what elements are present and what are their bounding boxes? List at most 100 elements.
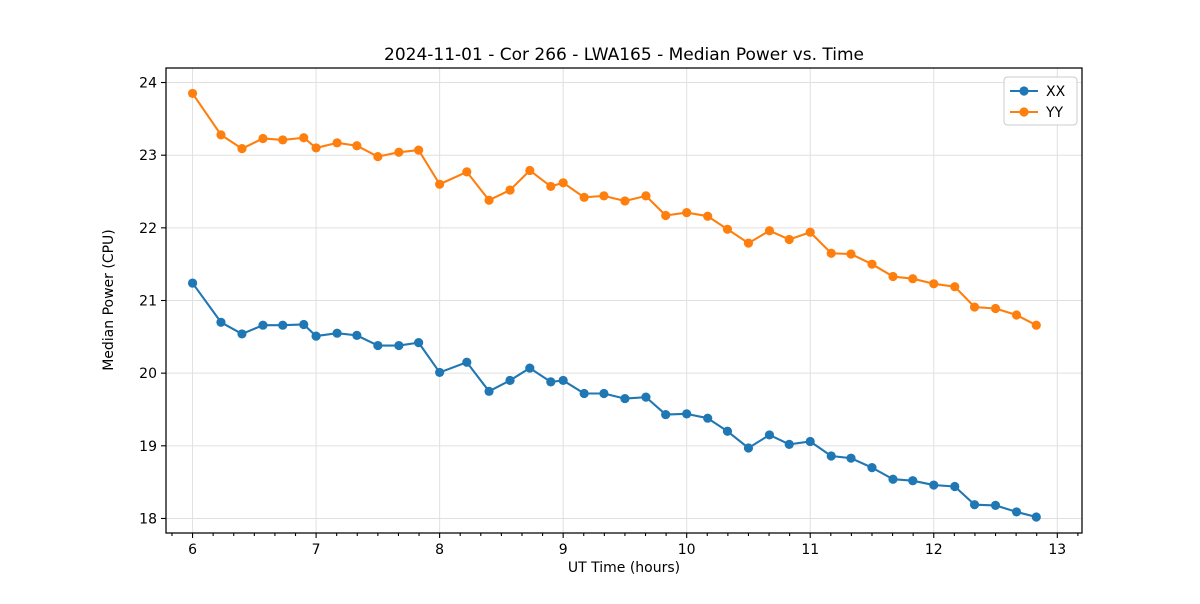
grid-layer <box>166 68 1082 533</box>
data-point-yy <box>846 249 856 259</box>
data-point-yy <box>525 165 535 176</box>
y-tick-label: 18 <box>139 511 157 527</box>
data-point-yy <box>990 303 1001 314</box>
data-point-xx <box>969 500 980 510</box>
data-point-xx <box>682 409 692 419</box>
data-point-yy <box>805 227 815 237</box>
data-point-xx <box>394 340 404 351</box>
data-point-yy <box>1011 310 1022 320</box>
x-tick-label: 12 <box>925 542 943 558</box>
y-tick-label: 20 <box>139 366 157 382</box>
data-point-xx <box>888 474 898 484</box>
data-point-xx <box>620 393 630 404</box>
data-point-xx <box>599 388 609 399</box>
data-point-yy <box>505 185 515 195</box>
legend-marker-icon <box>1019 86 1029 96</box>
x-axis-label: UT Time (hours) <box>568 560 680 576</box>
data-point-xx <box>373 340 383 351</box>
x-tick-label: 8 <box>435 542 444 558</box>
data-point-yy <box>311 143 321 153</box>
data-point-yy <box>641 191 651 201</box>
y-axis-label: Median Power (CPU) <box>101 229 117 371</box>
series-layer <box>187 88 1041 522</box>
x-tick-label: 6 <box>188 542 197 558</box>
data-point-yy <box>558 178 568 188</box>
data-point-xx <box>826 451 836 461</box>
data-point-yy <box>216 130 226 140</box>
data-point-yy <box>764 226 775 236</box>
data-point-xx <box>278 320 288 330</box>
legend: XX YY <box>1003 76 1078 126</box>
data-point-xx <box>1031 512 1041 522</box>
data-point-yy <box>908 274 918 284</box>
data-point-xx <box>414 338 424 348</box>
data-point-yy <box>1031 320 1041 330</box>
y-tick-label: 22 <box>139 221 157 237</box>
data-point-yy <box>187 88 198 99</box>
data-point-yy <box>599 191 609 201</box>
legend-label: YY <box>1045 105 1064 121</box>
data-point-xx <box>484 386 494 396</box>
data-point-yy <box>888 271 898 282</box>
data-point-xx <box>237 329 247 339</box>
data-point-yy <box>950 282 960 292</box>
x-tick-label: 7 <box>312 542 321 558</box>
x-tick-label: 11 <box>801 542 819 558</box>
data-point-xx <box>929 480 939 490</box>
data-point-xx <box>703 413 713 423</box>
legend-entry-yy: YY <box>1010 105 1064 121</box>
data-point-xx <box>722 426 733 436</box>
data-point-xx <box>641 392 651 402</box>
data-point-xx <box>332 328 342 338</box>
data-point-xx <box>435 367 445 378</box>
data-point-yy <box>743 238 754 248</box>
tick-layer: 6 7 8 9 10 11 12 13 18 19 20 21 22 23 24 <box>139 76 1079 558</box>
x-tick-label: 9 <box>559 542 568 558</box>
data-point-xx <box>784 439 794 449</box>
data-point-xx <box>258 320 268 330</box>
data-point-xx <box>187 278 198 288</box>
data-point-yy <box>867 259 877 269</box>
data-point-xx <box>950 481 960 492</box>
data-point-xx <box>805 436 815 447</box>
data-point-yy <box>299 133 309 143</box>
y-tick-label: 21 <box>139 294 157 310</box>
data-point-xx <box>558 375 568 386</box>
data-point-yy <box>332 138 342 148</box>
data-point-yy <box>352 141 362 151</box>
data-point-yy <box>579 192 589 202</box>
data-point-xx <box>908 476 918 486</box>
data-point-yy <box>394 147 404 157</box>
x-tick-label: 13 <box>1048 542 1066 558</box>
data-point-yy <box>682 207 692 218</box>
data-point-yy <box>373 152 383 162</box>
legend-frame <box>1003 76 1078 126</box>
data-point-xx <box>743 443 754 453</box>
x-tick-label: 10 <box>678 542 696 558</box>
y-tick-label: 19 <box>139 439 157 455</box>
legend-label: XX <box>1046 84 1066 100</box>
data-point-yy <box>784 234 794 245</box>
data-point-yy <box>826 248 836 258</box>
data-point-xx <box>1011 507 1022 517</box>
data-point-yy <box>258 133 268 144</box>
data-point-yy <box>237 144 247 154</box>
data-point-xx <box>579 388 589 399</box>
data-point-xx <box>216 317 226 327</box>
series-line-yy <box>191 92 1038 327</box>
data-point-yy <box>435 179 445 189</box>
y-tick-label: 23 <box>139 148 157 164</box>
data-point-xx <box>462 357 472 367</box>
chart-title: 2024-11-01 - Cor 266 - LWA165 - Median P… <box>384 45 864 65</box>
data-point-xx <box>505 375 515 386</box>
data-point-yy <box>278 135 288 145</box>
data-point-xx <box>352 330 362 340</box>
data-point-yy <box>620 196 630 206</box>
data-point-yy <box>722 224 733 234</box>
data-point-xx <box>990 500 1001 510</box>
data-point-xx <box>546 377 556 387</box>
data-point-yy <box>484 195 494 205</box>
data-point-xx <box>299 319 309 330</box>
